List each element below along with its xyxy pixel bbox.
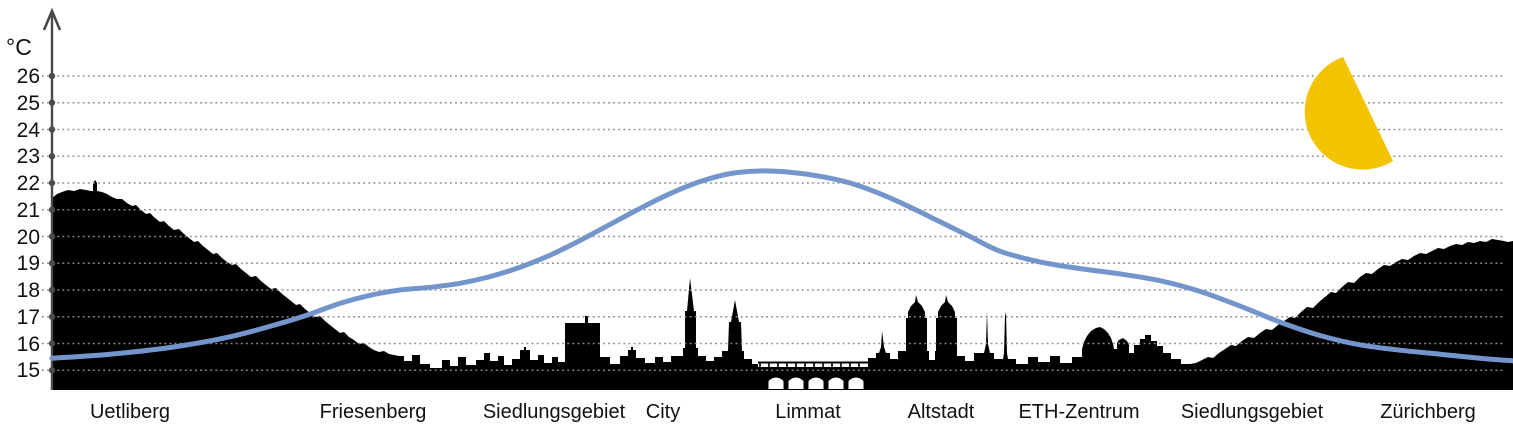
x-axis-label: ETH-Zentrum — [1018, 401, 1140, 423]
bridge-railing-post — [849, 363, 851, 367]
bridge-railing-post — [795, 363, 797, 367]
y-tick-label: 19 — [16, 252, 40, 276]
y-tick-label: 26 — [16, 65, 40, 88]
x-axis-label: Friesenberg — [319, 401, 427, 423]
y-tick-label: 20 — [16, 225, 40, 249]
y-axis-unit-label: °C — [6, 34, 32, 60]
y-tick-label: 25 — [16, 91, 40, 115]
limmat-bridge-arch — [768, 377, 784, 389]
y-tick-label: 21 — [16, 198, 40, 222]
x-axis-label: Altstadt — [907, 401, 975, 423]
x-axis-label: Zürichberg — [1380, 401, 1476, 423]
y-tick-label: 17 — [16, 305, 40, 329]
limmat-bridge-arch — [848, 377, 864, 389]
bridge-railing-post — [831, 363, 833, 367]
city-skyline-silhouette — [52, 180, 1513, 390]
bridge-railing-post — [804, 363, 806, 367]
y-tick-label: 23 — [16, 145, 40, 169]
y-tick-label: 16 — [16, 332, 40, 356]
bridge-railing-post — [786, 363, 788, 367]
y-tick-label: 24 — [16, 118, 40, 142]
x-axis-label: Siedlungsgebiet — [482, 401, 626, 423]
x-axis-label: City — [645, 401, 681, 423]
limmat-bridge-arch — [788, 377, 804, 389]
limmat-bridge-arch — [828, 377, 844, 389]
bridge-railing-post — [840, 363, 842, 367]
temperature-curve — [49, 168, 1513, 364]
bridge-railing-post — [858, 363, 860, 367]
limmat-bridge-arch — [808, 377, 824, 389]
crescent-moon-icon — [1304, 57, 1393, 170]
bridge-railing-post — [777, 363, 779, 367]
y-tick-label: 22 — [16, 172, 40, 195]
bridge-railing-post — [759, 363, 761, 367]
y-tick-label: 18 — [16, 279, 40, 302]
bridge-railing-post — [822, 363, 824, 367]
bridge-railing-post — [768, 363, 770, 367]
x-axis-label: Uetliberg — [89, 401, 171, 423]
y-axis-arrow — [42, 7, 62, 31]
x-axis-label: Siedlungsgebiet — [1180, 401, 1324, 423]
bridge-railing-post — [813, 363, 815, 367]
y-tick-label: 15 — [16, 359, 40, 383]
x-axis-label: Limmat — [775, 401, 841, 423]
